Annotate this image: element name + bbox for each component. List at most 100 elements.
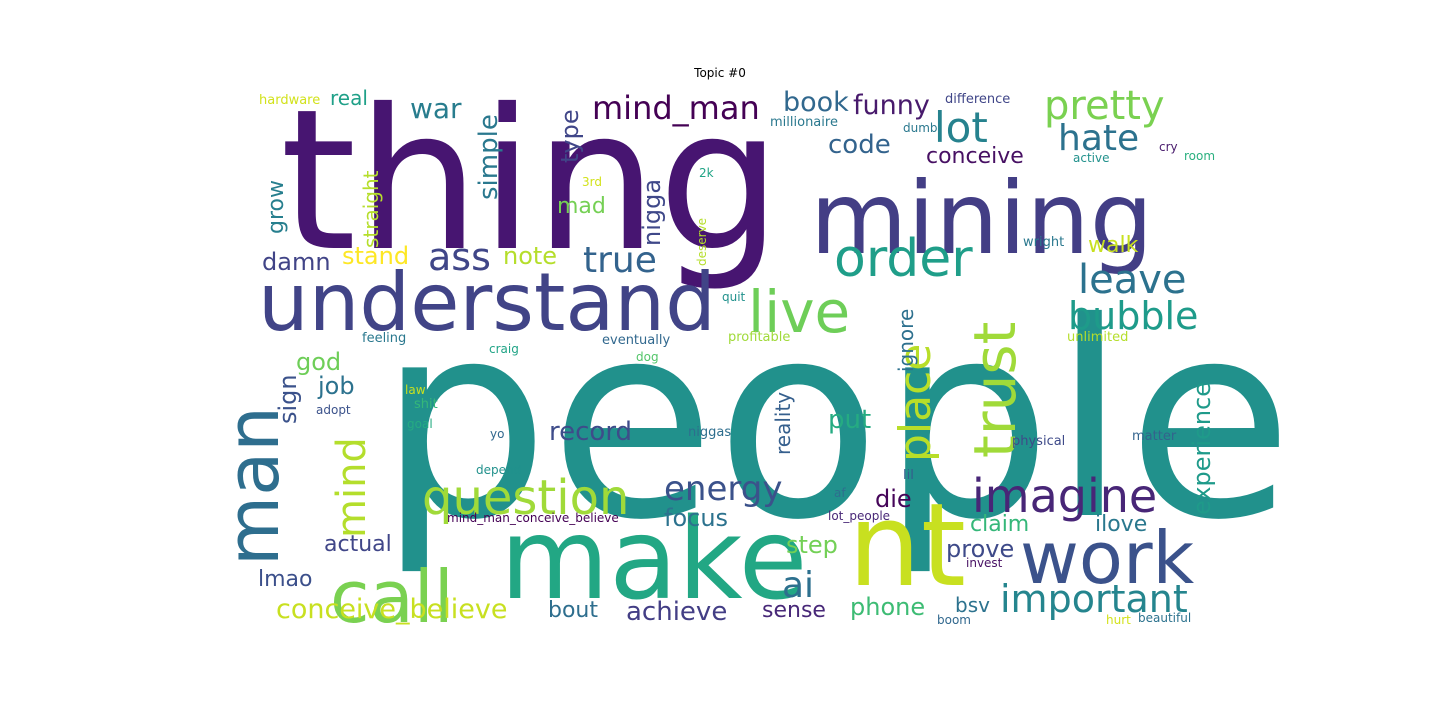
word-imagine: imagine [972, 469, 1157, 523]
word-work: work [1020, 516, 1195, 600]
word-law: law [405, 383, 426, 397]
word-bsv: bsv [955, 593, 990, 617]
word-claim: claim [970, 512, 1029, 537]
word-3rd: 3rd [582, 175, 602, 189]
word-prove: prove [946, 535, 1014, 563]
word-simple: simple [474, 114, 504, 200]
word-active: active [1073, 151, 1109, 165]
word-nt: nt [848, 479, 966, 613]
word-conceive: conceive [926, 144, 1024, 169]
word-walk: walk [1088, 233, 1139, 258]
word-mining: mining [810, 160, 1153, 277]
word-conceive-believe: conceive_believe [276, 594, 507, 625]
word-hardware: hardware [259, 93, 320, 108]
word-straight: straight [359, 170, 383, 248]
word-grow: grow [264, 180, 289, 234]
word-mind-man-conceive-believe: mind_man_conceive_believe [447, 511, 619, 525]
word-important: important [1000, 577, 1188, 621]
word-war: war [410, 92, 462, 125]
word-hurt: hurt [1106, 613, 1131, 627]
word-lot-people: lot_people [828, 509, 890, 523]
word-call: call [330, 555, 454, 639]
word-phone: phone [850, 593, 925, 621]
word-pretty: pretty [1044, 83, 1165, 129]
word-millionaire: millionaire [770, 115, 838, 130]
word-ai: ai [782, 565, 814, 606]
word-record: record [549, 417, 632, 447]
word-damn: damn [262, 248, 331, 276]
word-sign: sign [274, 374, 302, 424]
word-profitable: profitable [728, 330, 790, 345]
word-trust: trust [961, 322, 1029, 458]
word-mind: mind [329, 437, 375, 538]
word-af: af [834, 486, 846, 500]
word-question: question [422, 470, 629, 526]
word-achieve: achieve [626, 597, 727, 627]
word-cry: cry [1159, 140, 1178, 154]
word-quit: quit [722, 290, 746, 304]
word-understand: understand [258, 256, 716, 349]
word-god: god [296, 348, 341, 376]
word-sense: sense [762, 598, 826, 623]
word-deserve: deserve [695, 218, 709, 266]
word-step: step [786, 531, 838, 559]
word-make: make [500, 495, 808, 625]
word-mind-man: mind_man [592, 89, 760, 127]
word-depend: depend [476, 463, 521, 477]
word-book: book [783, 87, 849, 118]
word-matter: matter [1132, 429, 1177, 444]
word-boom: boom [937, 613, 971, 627]
word-2k: 2k [699, 166, 714, 180]
word-beautiful: beautiful [1138, 611, 1191, 625]
word-place: place [890, 344, 941, 462]
word-lmao: lmao [258, 567, 312, 592]
word-wright: wright [1023, 235, 1064, 250]
word-adopt: adopt [316, 403, 351, 417]
word-experience: experience [1188, 382, 1216, 515]
word-man: man [211, 406, 295, 566]
word-thing: thing [280, 67, 782, 294]
word-true: true [583, 240, 657, 281]
word-invest: invest [966, 556, 1003, 570]
word-dumb: dumb [903, 121, 938, 135]
word-ignore: ignore [894, 309, 918, 372]
word-nigga: nigga [638, 179, 666, 246]
word-code: code [828, 130, 891, 160]
word-note: note [503, 242, 557, 270]
word-people: people [378, 264, 1293, 579]
word-yo: yo [490, 427, 504, 441]
word-eventually: eventually [602, 333, 670, 348]
word-funny: funny [853, 90, 930, 121]
word-actual: actual [324, 532, 392, 557]
word-die: die [875, 485, 912, 513]
word-hate: hate [1058, 118, 1139, 159]
word-put: put [828, 405, 871, 435]
word-room: room [1184, 149, 1215, 163]
word-real: real [330, 86, 368, 110]
word-bubble: bubble [1068, 294, 1198, 338]
word-physical: physical [1012, 434, 1065, 449]
word-mad: mad [557, 194, 606, 219]
word-niggas: niggas [688, 425, 731, 440]
word-dog: dog [636, 350, 659, 364]
word-type: type [556, 109, 584, 163]
word-live: live [748, 278, 850, 346]
word-shit: shit [414, 397, 438, 412]
word-leave: leave [1078, 257, 1187, 303]
chart-title: Topic #0 [694, 66, 746, 80]
word-ilove: ilove [1095, 512, 1147, 537]
word-ass: ass [428, 235, 491, 279]
word-goal: goal [407, 417, 433, 431]
word-bout: bout [548, 598, 598, 623]
word-focus: focus [664, 504, 728, 532]
word-order: order [834, 229, 973, 289]
word-unlimited: unlimited [1067, 330, 1128, 345]
word-lot: lot [934, 103, 988, 152]
word-energy: energy [664, 469, 782, 509]
word-stand: stand [342, 242, 409, 270]
word-feeling: feeling [362, 331, 406, 346]
word-reality: reality [771, 392, 795, 455]
word-craig: craig [489, 342, 519, 356]
word-job: job [317, 372, 355, 400]
